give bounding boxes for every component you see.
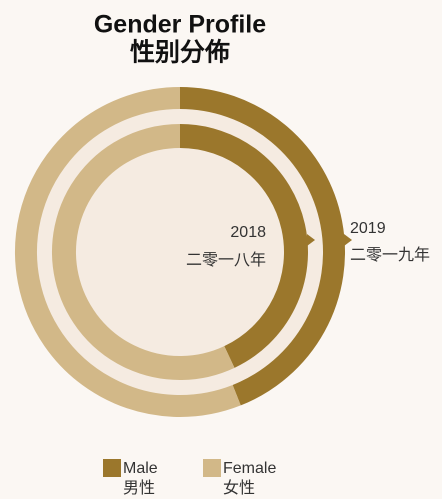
chart-title: Gender Profile [94,11,266,39]
label-pointer [344,234,352,246]
series-label: 2018 [230,224,266,241]
donut-segment [52,124,235,380]
donut-segment [179,124,308,368]
legend-label-zh: 女性 [223,478,255,497]
legend-label-zh: 男性 [123,479,155,497]
series-label: 2019 [350,220,386,237]
series-label-zh: 二零一九年 [350,246,430,264]
legend-swatch [203,459,221,477]
donut-segment [179,87,345,406]
chart-subtitle: 性别分佈 [130,38,230,67]
legend-swatch [103,459,121,477]
label-pointer [307,234,315,246]
legend-label: Female [223,460,276,477]
legend-label: Male [123,460,158,477]
donut-segment [15,87,241,417]
series-label-zh: 二零一八年 [186,251,266,269]
